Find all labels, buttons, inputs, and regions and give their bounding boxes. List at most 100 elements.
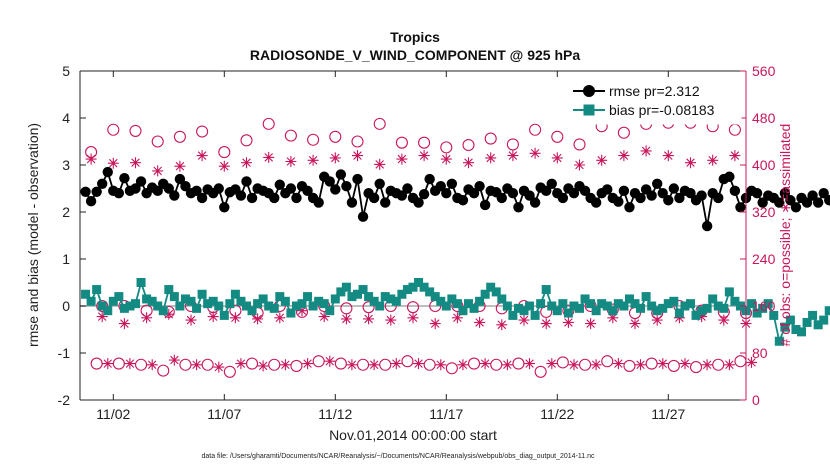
rmse-point — [435, 180, 446, 192]
assimilated-obs-point — [629, 318, 641, 330]
assimilated-obs-point — [130, 157, 141, 169]
bias-point — [591, 306, 601, 316]
possible-obs-point — [373, 117, 386, 130]
bias-point — [336, 287, 346, 297]
rmse-point — [546, 178, 557, 189]
y-tick-label: 0 — [62, 298, 70, 314]
bias-point — [513, 303, 523, 313]
rmse-point — [357, 211, 369, 222]
possible-obs-point — [617, 126, 630, 139]
assimilated-obs-point — [418, 150, 430, 162]
assimilated-obs-point — [612, 358, 624, 370]
assimilated-obs-point — [568, 359, 580, 371]
assimilated-obs-point — [729, 150, 741, 162]
bias-point — [325, 306, 335, 316]
assimilated-obs-point — [185, 314, 197, 326]
bias-point — [486, 282, 496, 292]
bias-point — [419, 282, 429, 292]
assimilated-obs-point — [174, 160, 186, 172]
assimilated-obs-point — [529, 147, 541, 159]
rmse-point — [824, 195, 830, 206]
bias-point — [175, 301, 185, 311]
possible-obs-point — [351, 135, 364, 148]
assimilated-obs-point — [574, 159, 585, 171]
bias-point — [125, 301, 135, 311]
bias-point — [108, 296, 118, 306]
possible-obs-point — [151, 135, 164, 148]
bias-point — [475, 296, 485, 306]
possible-obs-point — [223, 365, 236, 378]
possible-obs-point — [307, 133, 320, 146]
bias-point — [686, 299, 695, 309]
bias-point — [608, 306, 618, 316]
bias-point — [547, 301, 557, 311]
rmse-point — [324, 176, 335, 187]
rmse-point — [652, 178, 663, 189]
assimilated-obs-point — [701, 359, 713, 371]
rmse-point — [818, 188, 829, 199]
assimilated-obs-point — [451, 312, 463, 324]
rmse-point — [169, 190, 180, 201]
y-tick-right-label: 400 — [752, 157, 776, 173]
assimilated-obs-point — [207, 311, 219, 323]
x-tick-label: 11/07 — [207, 406, 241, 422]
rmse-point — [341, 180, 352, 192]
bias-point — [330, 294, 340, 304]
assimilated-obs-point — [390, 358, 402, 370]
assimilated-obs-point — [218, 160, 230, 172]
bias-point — [791, 325, 801, 334]
bias-point — [508, 310, 518, 320]
bias-point — [447, 294, 457, 304]
bias-point — [153, 301, 163, 311]
assimilated-obs-point — [474, 316, 486, 328]
bias-point — [502, 301, 512, 311]
legend-bias-label: bias pr=-0.08183 — [609, 102, 715, 118]
bias-point — [186, 296, 196, 306]
assimilated-obs-point — [640, 145, 652, 157]
rmse-point — [269, 192, 280, 204]
assimilated-obs-point — [352, 150, 363, 162]
bias-point — [669, 296, 679, 306]
assimilated-obs-point — [746, 356, 757, 368]
rmse-point — [735, 202, 746, 213]
rmse-point — [474, 180, 485, 192]
rmse-point — [402, 183, 413, 194]
rmse-point — [774, 197, 785, 208]
bias-point — [236, 296, 246, 306]
bias-point — [630, 299, 640, 309]
bias-point — [275, 292, 285, 302]
x-tick-label: 11/17 — [429, 406, 463, 422]
rmse-point — [618, 185, 630, 197]
assimilated-obs-point — [435, 359, 447, 371]
bias-point — [785, 315, 795, 325]
bias-point — [242, 301, 251, 311]
bias-point — [597, 299, 607, 309]
assimilated-obs-point — [191, 359, 203, 371]
bias-point — [408, 282, 418, 292]
legend-rmse-label: rmse pr=2.312 — [609, 83, 700, 99]
possible-obs-point — [284, 129, 297, 142]
rmse-point — [330, 184, 341, 195]
assimilated-obs-point — [363, 313, 375, 325]
bias-point — [647, 301, 657, 311]
possible-obs-point — [173, 130, 186, 143]
assimilated-obs-point — [707, 154, 719, 166]
bias-point — [131, 299, 140, 309]
rmse-point — [807, 190, 818, 201]
chart-title: Tropics — [390, 29, 440, 45]
rmse-point — [91, 186, 102, 197]
bias-point — [164, 285, 174, 295]
x-tick-label: 11/02 — [96, 406, 130, 422]
possible-obs-point — [601, 355, 614, 368]
assimilated-obs-point — [635, 359, 646, 371]
bias-point — [303, 292, 313, 302]
assimilated-obs-point — [662, 150, 674, 162]
assimilated-obs-point — [518, 314, 530, 326]
bias-point — [258, 294, 268, 304]
bias-point — [436, 296, 446, 306]
bias-point — [580, 294, 590, 304]
possible-obs-point — [290, 359, 303, 372]
x-tick-label: 11/27 — [651, 406, 685, 422]
assimilated-obs-point — [296, 305, 308, 317]
rmse-point — [801, 197, 813, 208]
